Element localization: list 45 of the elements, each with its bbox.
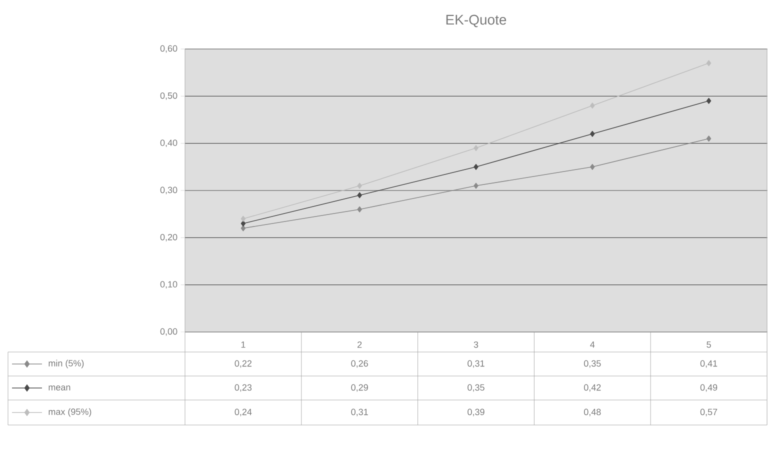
point — [474, 164, 478, 170]
legend-label: max (95%) — [48, 408, 92, 417]
data-label: 0,22 — [234, 360, 252, 368]
data-label: 0,31 — [351, 408, 368, 416]
y-tick-label: 0,10 — [160, 281, 178, 289]
data-label: 0,31 — [468, 360, 484, 368]
data-label: 0,41 — [700, 360, 718, 368]
point — [240, 216, 246, 222]
chart-title: EK-Quote — [446, 14, 506, 28]
data-label: 0,29 — [351, 384, 368, 392]
point — [474, 182, 478, 189]
point — [240, 220, 246, 227]
data-label: 0,49 — [700, 384, 718, 392]
x-tick-label: 1 — [241, 341, 246, 348]
data-label: 0,39 — [468, 408, 484, 416]
y-tick-label: 0,50 — [160, 92, 178, 100]
point — [706, 136, 712, 142]
point — [706, 98, 712, 104]
data-label: 0,23 — [234, 384, 252, 392]
data-label: 0,35 — [468, 384, 484, 392]
point — [474, 145, 478, 152]
y-tick-label: 0,30 — [160, 186, 178, 194]
x-tick-label: 5 — [706, 341, 711, 348]
point — [590, 164, 595, 170]
legend-label: min (5%) — [48, 360, 84, 368]
data-label: 0,26 — [351, 360, 368, 368]
y-tick-label: 0,40 — [160, 140, 178, 148]
legend-label: mean — [48, 386, 70, 390]
data-label: 0,42 — [584, 384, 601, 392]
point — [590, 102, 595, 109]
point — [706, 60, 712, 66]
y-tick-label: 0,00 — [160, 328, 178, 336]
point — [357, 206, 362, 212]
data-label: 0,35 — [584, 360, 601, 368]
x-tick-label: 4 — [590, 341, 595, 348]
x-tick-label: 3 — [474, 341, 478, 348]
data-label: 0,24 — [234, 408, 252, 416]
y-tick-label: 0,20 — [160, 234, 178, 242]
y-tick-label: 0,60 — [160, 45, 178, 53]
data-label: 0,48 — [584, 408, 601, 416]
point — [357, 182, 362, 189]
point — [357, 192, 362, 198]
data-label: 0,57 — [700, 408, 718, 416]
point — [590, 130, 595, 137]
x-tick-label: 2 — [358, 341, 362, 348]
